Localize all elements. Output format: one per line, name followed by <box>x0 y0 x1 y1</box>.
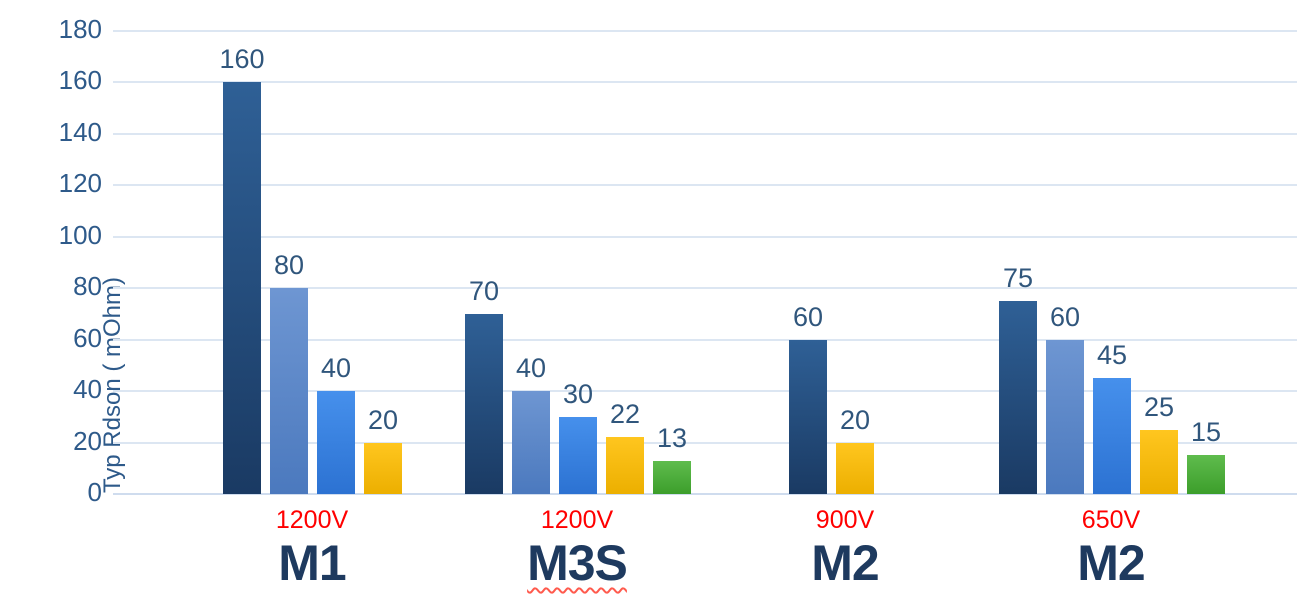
y-tick-label: 180 <box>58 14 102 44</box>
bar-value-label: 22 <box>609 399 641 430</box>
group-name-label: M3S <box>527 535 628 591</box>
gridline <box>113 493 1297 495</box>
gridline <box>113 441 1297 444</box>
bar-value-label: 15 <box>1190 417 1222 448</box>
y-axis-title: Typ Rdson ( mOhm) <box>99 277 127 494</box>
y-tick-label: 120 <box>58 168 102 199</box>
bar-m1-steel <box>270 288 308 494</box>
bar-value-label: 80 <box>273 250 305 281</box>
bar-value-label: 30 <box>562 378 594 409</box>
y-tick-label: 40 <box>73 374 102 405</box>
y-tick-label: 160 <box>58 65 102 96</box>
bar-value-label: 60 <box>792 301 824 332</box>
bar-m1-gold <box>364 442 402 494</box>
group-voltage-label: 1200V <box>540 506 614 534</box>
gridline <box>113 184 1297 187</box>
bar-value-label: 25 <box>1143 391 1175 422</box>
gridline <box>113 235 1297 238</box>
bar-m2-navy <box>789 339 827 494</box>
bar-m1-navy <box>223 82 261 494</box>
y-tick-label: 80 <box>73 271 102 302</box>
bar-m3s-gold <box>606 437 644 494</box>
bar-value-label: 45 <box>1096 340 1128 371</box>
gridline <box>113 81 1297 84</box>
bar-m2-steel <box>1046 339 1084 494</box>
bar-m2-blue <box>1093 378 1131 494</box>
bar-value-label: 160 <box>219 44 265 75</box>
bar-value-label: 40 <box>515 353 547 384</box>
y-tick-label: 100 <box>58 219 102 250</box>
bar-value-label: 60 <box>1049 301 1081 332</box>
group-name-label: M1 <box>278 535 346 591</box>
gridline <box>113 338 1297 341</box>
y-tick-label: 60 <box>73 322 102 353</box>
bar-m2-gold <box>1140 429 1178 494</box>
bar-m3s-navy <box>465 313 503 494</box>
gridline <box>113 30 1297 32</box>
bar-m2-green <box>1187 455 1225 494</box>
gridline <box>113 287 1297 290</box>
bar-value-label: 20 <box>839 404 871 435</box>
bar-m1-blue <box>317 391 355 494</box>
bar-value-label: 13 <box>656 422 688 453</box>
group-voltage-label: 650V <box>1081 506 1141 534</box>
group-name-label: M2 <box>811 535 879 591</box>
gridline <box>113 390 1297 393</box>
gridline <box>113 132 1297 135</box>
bar-m2-gold <box>836 442 874 494</box>
y-tick-label: 140 <box>58 116 102 147</box>
bar-value-label: 20 <box>367 404 399 435</box>
bar-value-label: 70 <box>468 275 500 306</box>
group-name-label: M2 <box>1077 535 1145 591</box>
bar-m3s-steel <box>512 391 550 494</box>
bar-value-label: 75 <box>1002 263 1034 294</box>
bar-m3s-blue <box>559 416 597 494</box>
y-tick-label: 0 <box>87 477 102 507</box>
bar-value-label: 40 <box>320 353 352 384</box>
bar-m2-navy <box>999 301 1037 494</box>
y-tick-label: 20 <box>73 425 102 456</box>
bar-m3s-green <box>653 460 691 494</box>
group-voltage-label: 900V <box>815 506 875 534</box>
group-voltage-label: 1200V <box>275 506 349 534</box>
